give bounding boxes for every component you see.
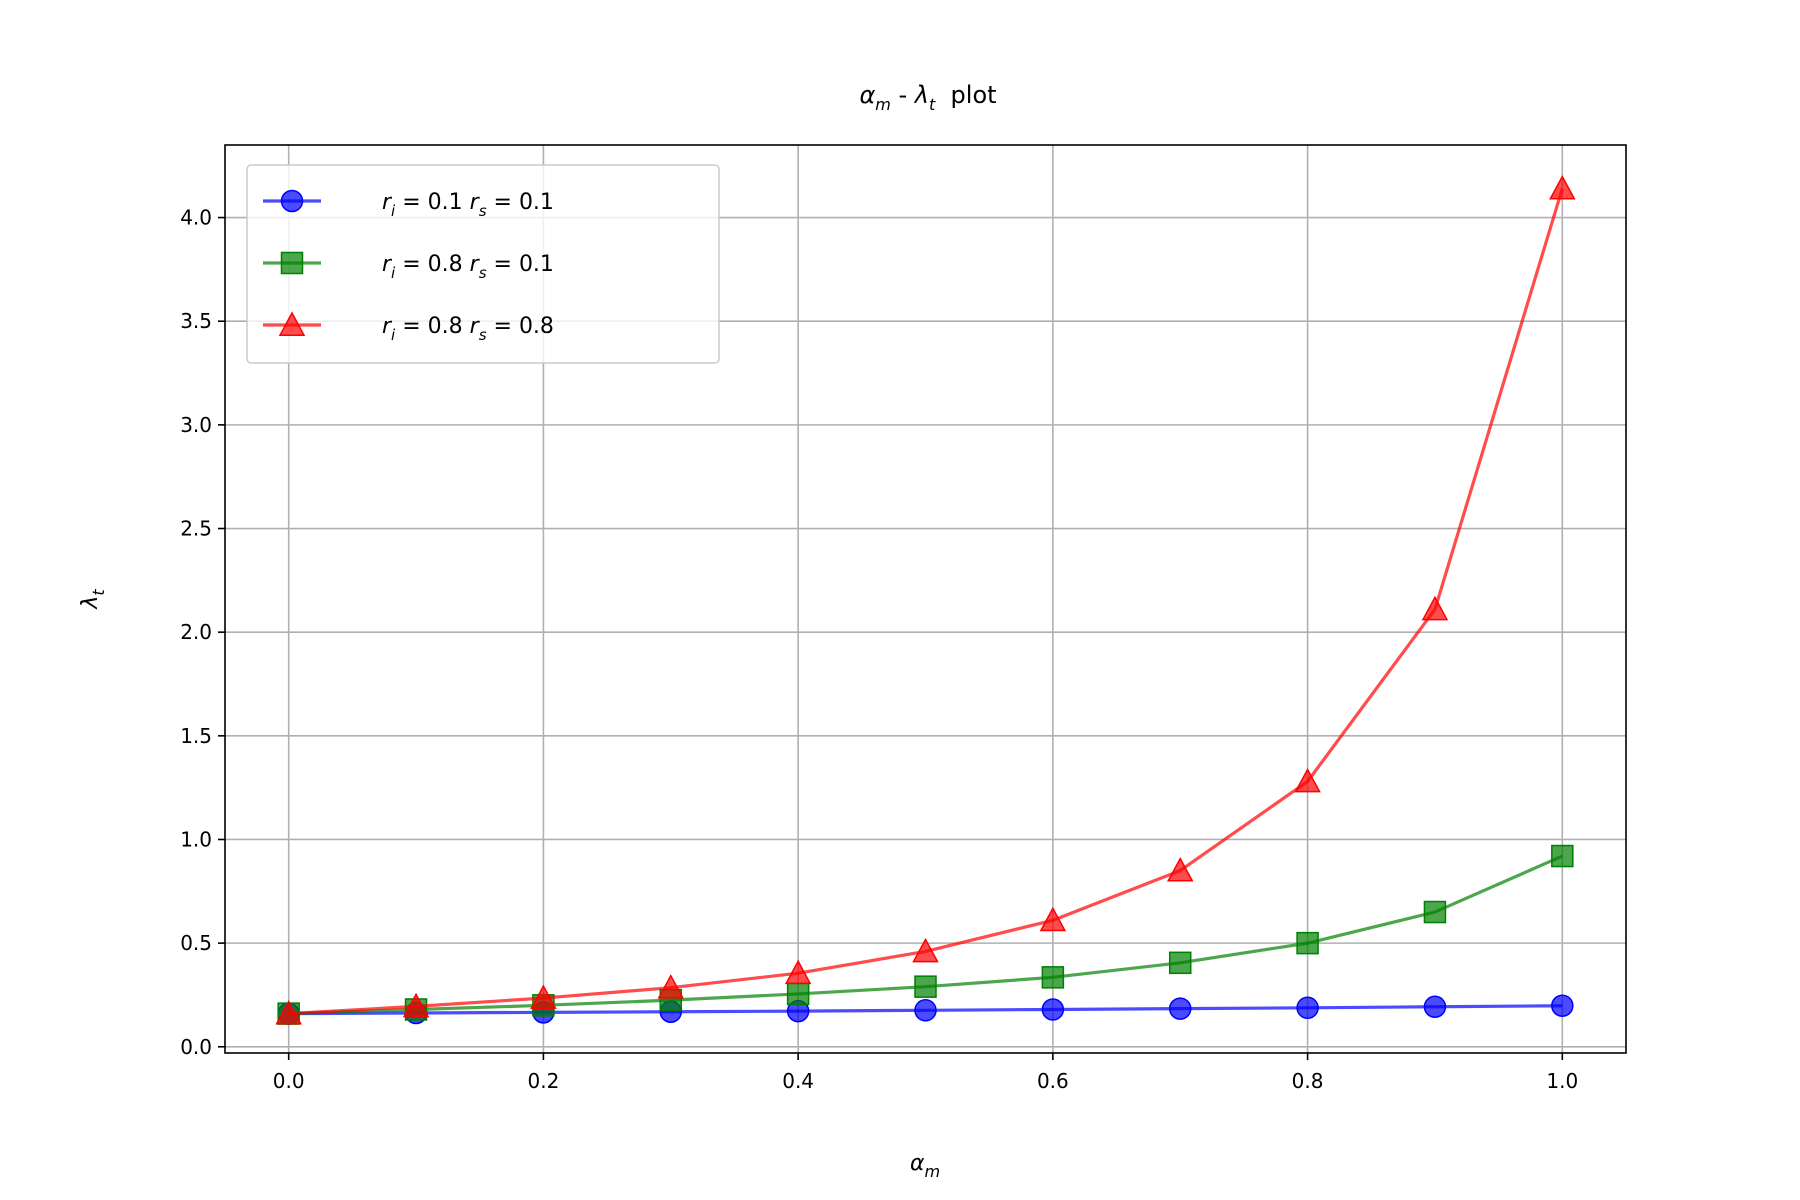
legend-label: ri = 0.8 rs = 0.8 — [382, 314, 554, 344]
series-circle — [277, 994, 1574, 1025]
data-point — [657, 974, 685, 999]
y-tick-label: 3.5 — [180, 309, 212, 333]
x-tick-label: 0.0 — [273, 1069, 305, 1093]
x-axis-label: αm — [910, 1151, 940, 1181]
data-point — [914, 999, 937, 1022]
legend-label: ri = 0.1 rs = 0.1 — [382, 190, 554, 220]
y-tick-label: 1.5 — [180, 724, 212, 748]
y-tick-label: 1.0 — [180, 827, 212, 851]
data-point — [530, 984, 557, 1010]
data-point — [1041, 998, 1065, 1021]
data-point — [1421, 595, 1449, 621]
data-point — [1041, 966, 1065, 989]
legend-entry: ri = 0.8 rs = 0.1 — [263, 251, 554, 282]
data-point — [784, 959, 812, 985]
plot-series — [275, 174, 1576, 1025]
data-point — [402, 992, 430, 1018]
data-point — [1551, 844, 1574, 868]
data-point — [1296, 931, 1319, 955]
data-point — [914, 975, 937, 998]
data-point — [1423, 900, 1447, 924]
data-point — [1168, 951, 1192, 975]
x-tick-label: 0.2 — [528, 1069, 560, 1093]
legend: ri = 0.1 rs = 0.1 ri = 0.8 rs = 0.1 ri = 0… — [246, 164, 720, 364]
legend-box — [246, 164, 720, 364]
x-tick-label: 0.6 — [1037, 1069, 1069, 1093]
y-tick-label: 4.0 — [180, 206, 212, 230]
x-tick-label: 1.0 — [1546, 1069, 1578, 1093]
legend-marker — [280, 189, 304, 213]
data-point — [1294, 767, 1321, 793]
axis-ticks: 0.0 0.2 0.4 0.6 0.8 1.0 0.0 0.5 1.0 1.5 2.0 2.5 3.0 3… — [180, 206, 1578, 1093]
legend-entry: ri = 0.8 rs = 0.8 — [263, 311, 554, 344]
y-tick-label: 3.0 — [180, 413, 212, 437]
data-point — [1039, 906, 1067, 932]
y-tick-label: 0.0 — [180, 1035, 212, 1059]
data-point — [1166, 856, 1194, 882]
plot-frame — [224, 144, 1627, 1054]
data-point — [1551, 994, 1574, 1017]
y-tick-label: 0.5 — [180, 931, 212, 955]
legend-marker — [280, 251, 304, 275]
legend-marker — [278, 311, 306, 336]
x-tick-label: 0.4 — [782, 1069, 814, 1093]
data-point — [1549, 174, 1576, 200]
y-tick-label: 2.0 — [180, 620, 212, 644]
data-point — [1168, 997, 1192, 1020]
legend-label: ri = 0.8 rs = 0.1 — [382, 252, 554, 282]
data-point — [1423, 995, 1447, 1019]
data-point — [1296, 996, 1319, 1020]
chart-title: αm - λt plot — [859, 81, 996, 114]
y-tick-label: 2.5 — [180, 517, 212, 541]
x-tick-label: 0.8 — [1292, 1069, 1324, 1093]
y-axis-label: λt — [78, 589, 108, 610]
series-triangle — [275, 174, 1576, 1025]
data-point — [912, 937, 939, 963]
data-point — [786, 982, 810, 1006]
data-point — [275, 1000, 302, 1025]
legend-entry: ri = 0.1 rs = 0.1 — [263, 189, 554, 220]
